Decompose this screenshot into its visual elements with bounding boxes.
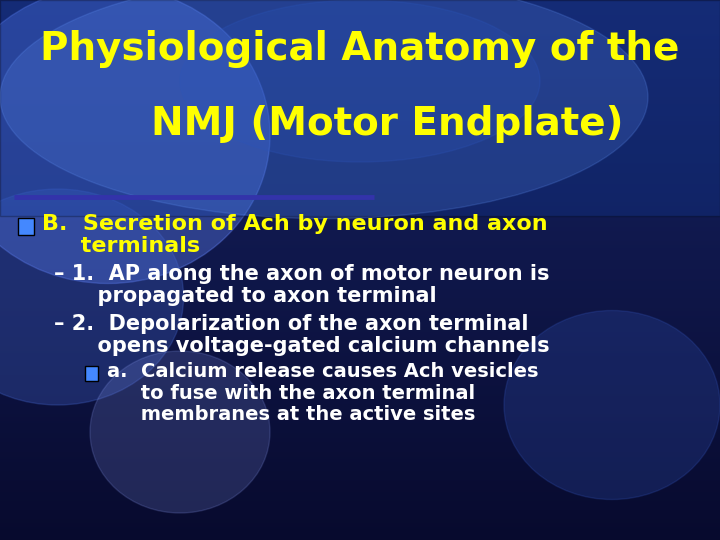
Text: a.  Calcium release causes Ach vesicles: a. Calcium release causes Ach vesicles	[107, 362, 538, 381]
FancyBboxPatch shape	[18, 218, 34, 235]
Text: B.  Secretion of Ach by neuron and axon: B. Secretion of Ach by neuron and axon	[42, 214, 547, 234]
Text: – 2.  Depolarization of the axon terminal: – 2. Depolarization of the axon terminal	[54, 314, 528, 334]
FancyBboxPatch shape	[85, 366, 98, 381]
Text: propagated to axon terminal: propagated to axon terminal	[54, 286, 436, 306]
Ellipse shape	[0, 189, 184, 405]
FancyBboxPatch shape	[0, 0, 720, 216]
Ellipse shape	[180, 0, 540, 162]
Text: – 1.  AP along the axon of motor neuron is: – 1. AP along the axon of motor neuron i…	[54, 264, 549, 285]
Ellipse shape	[0, 0, 648, 219]
Ellipse shape	[504, 310, 720, 500]
Text: membranes at the active sites: membranes at the active sites	[107, 405, 475, 424]
Text: NMJ (Motor Endplate): NMJ (Motor Endplate)	[96, 105, 624, 143]
Text: opens voltage-gated calcium channels: opens voltage-gated calcium channels	[54, 335, 549, 356]
Text: terminals: terminals	[42, 235, 200, 256]
Ellipse shape	[0, 0, 270, 284]
Text: to fuse with the axon terminal: to fuse with the axon terminal	[107, 383, 474, 403]
Ellipse shape	[90, 351, 270, 513]
Text: Physiological Anatomy of the: Physiological Anatomy of the	[40, 30, 680, 68]
